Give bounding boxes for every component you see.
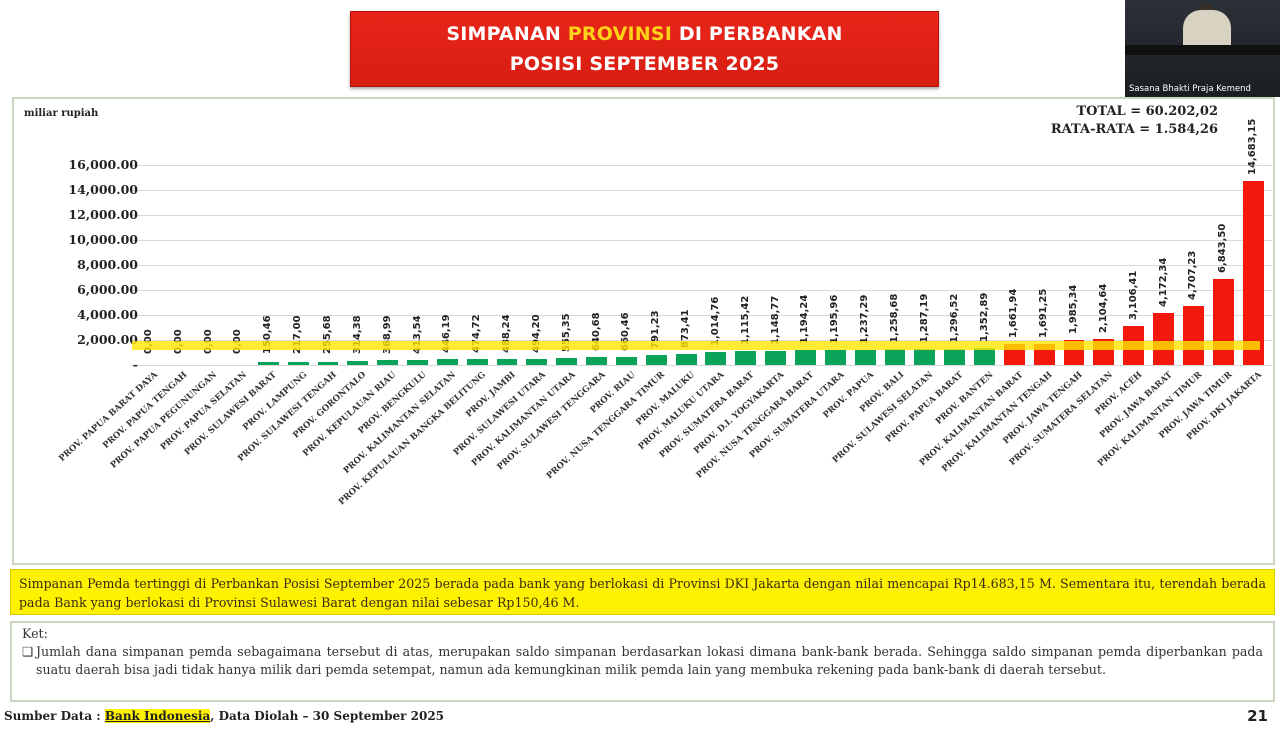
speaker-figure <box>1183 10 1231 50</box>
bar-value-label: 1,115,42 <box>739 295 751 346</box>
data-source: Sumber Data : Bank Indonesia, Data Diola… <box>4 709 445 723</box>
gridline <box>130 240 1272 241</box>
y-tick-label: 2,000.00 <box>77 332 138 347</box>
bar <box>436 359 458 365</box>
bar-value-label: 2,104,64 <box>1097 283 1109 333</box>
bar <box>287 362 309 365</box>
bar-value-label: 6,843,50 <box>1217 224 1229 274</box>
y-tick-label: 6,000.00 <box>77 282 138 297</box>
bar <box>317 361 339 365</box>
note-text: Jumlah dana simpanan pemda sebagaimana t… <box>36 644 1263 677</box>
gridline <box>130 265 1272 266</box>
bar <box>377 360 399 365</box>
bar-value-label: 1,691,25 <box>1038 288 1050 338</box>
bar-value-label: 1,194,24 <box>799 294 811 345</box>
note-heading: Ket: <box>22 626 48 641</box>
bar <box>586 356 607 365</box>
bar <box>1153 312 1174 365</box>
bar <box>735 351 757 365</box>
bar <box>645 355 667 365</box>
desk <box>1125 45 1280 55</box>
bar <box>407 359 428 365</box>
slide-title-banner: SIMPANAN PROVINSI DI PERBANKAN POSISI SE… <box>350 11 939 87</box>
title-line-1: SIMPANAN PROVINSI DI PERBANKAN <box>446 23 843 45</box>
bar-value-label: 1,195,96 <box>829 294 841 345</box>
bar-value-label: 1,287,19 <box>918 293 930 343</box>
bar <box>347 361 369 365</box>
bar <box>854 349 876 365</box>
summary-highlight-box: Simpanan Pemda tertinggi di Perbankan Po… <box>10 569 1275 615</box>
video-caption: Sasana Bhakti Praja Kemend <box>1129 84 1251 94</box>
bar-value-label: 4,707,23 <box>1187 250 1199 301</box>
gridline <box>130 290 1272 291</box>
page-number: 21 <box>1247 707 1268 725</box>
bar-value-label: 1,148,77 <box>769 295 781 345</box>
bar-value-label: 1,985,34 <box>1068 284 1080 335</box>
video-feed-thumbnail[interactable]: Sasana Bhakti Praja Kemend <box>1125 0 1280 97</box>
bar-value-label: 1,661,94 <box>1008 288 1020 339</box>
bar-value-label: 4,172,34 <box>1157 257 1169 307</box>
y-tick-label: - <box>132 357 138 372</box>
y-tick-label: 10,000.00 <box>68 232 138 247</box>
bar <box>795 350 816 365</box>
bar <box>824 350 846 365</box>
bar <box>1212 279 1234 365</box>
bar <box>944 348 966 365</box>
bar <box>257 362 279 365</box>
bar-value-label: 1,296,52 <box>948 293 960 343</box>
y-tick-label: 14,000.00 <box>68 182 138 197</box>
bar <box>615 356 637 365</box>
bar-value-label: 14,683,15 <box>1247 119 1259 176</box>
title-highlight: PROVINSI <box>567 23 673 45</box>
y-tick-label: 4,000.00 <box>77 307 138 322</box>
bar-value-label: 3,106,41 <box>1127 270 1139 321</box>
bar <box>496 358 518 365</box>
total-label: TOTAL = 60.202,02 <box>1076 104 1218 119</box>
chart-totals: TOTAL = 60.202,02 RATA-RATA = 1.584,26 <box>1051 103 1218 139</box>
gridline <box>130 365 1272 366</box>
bar-value-label: 1,352,89 <box>978 292 990 343</box>
note-box: Ket: ❑ Jumlah dana simpanan pemda sebaga… <box>10 621 1275 702</box>
title-line-2: POSISI SEPTEMBER 2025 <box>509 53 780 75</box>
source-highlight: Bank Indonesia <box>104 709 211 723</box>
bar <box>526 358 548 365</box>
bar <box>705 352 727 365</box>
bar <box>974 348 995 365</box>
bar <box>466 359 488 365</box>
y-tick-label: 16,000.00 <box>68 157 138 172</box>
y-tick-label: 12,000.00 <box>68 207 138 222</box>
bar <box>556 358 578 365</box>
bar-value-label: 1,237,29 <box>859 294 871 344</box>
gridline <box>130 190 1272 191</box>
bar <box>1182 306 1204 365</box>
chart-frame <box>12 97 1275 565</box>
bar <box>914 348 936 365</box>
bar-value-label: 1,014,76 <box>709 296 721 347</box>
average-label: RATA-RATA = 1.584,26 <box>1050 122 1218 137</box>
bar <box>1242 181 1264 365</box>
gridline <box>130 315 1272 316</box>
gridline <box>130 165 1272 166</box>
bar-value-label: 1,258,68 <box>888 293 900 344</box>
gridline <box>130 340 1272 341</box>
note-item: ❑ Jumlah dana simpanan pemda sebagaimana… <box>22 643 1263 679</box>
y-tick-label: 8,000.00 <box>77 257 138 272</box>
checkbox-bullet-icon: ❑ <box>22 644 34 659</box>
bar <box>675 354 697 365</box>
gridline <box>130 215 1272 216</box>
average-line <box>132 341 1260 351</box>
y-axis-unit-label: miliar rupiah <box>24 108 99 119</box>
bar <box>765 350 787 365</box>
bar <box>884 349 906 365</box>
